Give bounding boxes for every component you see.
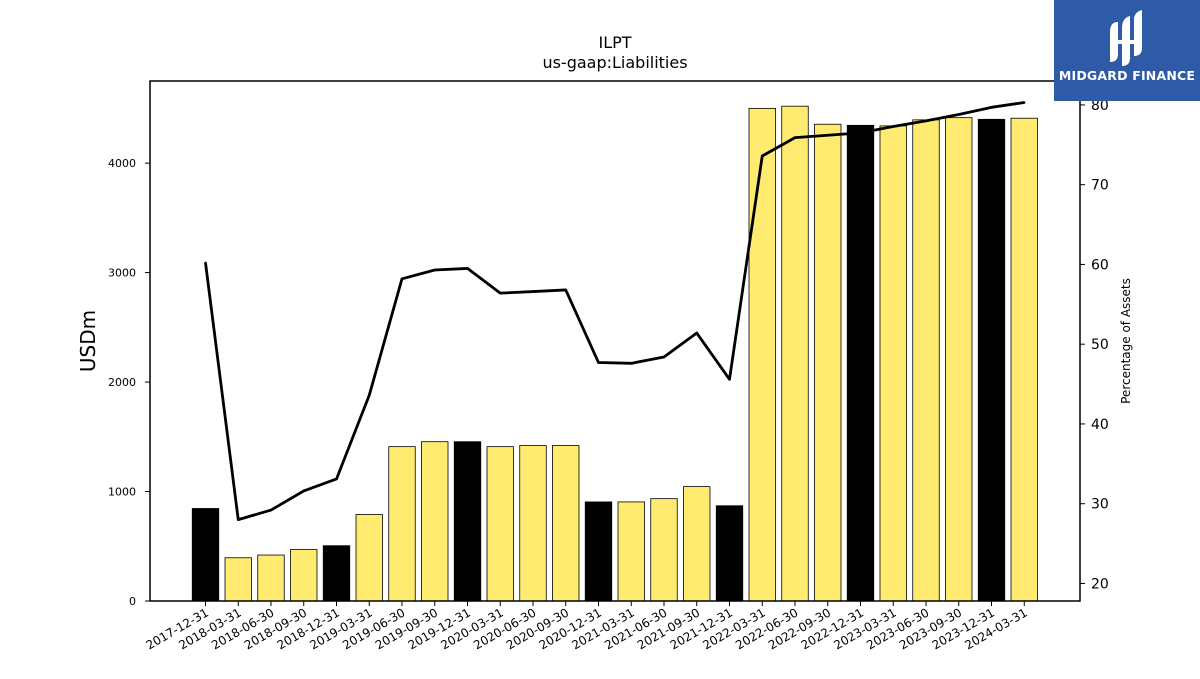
- x-axis-ticks: 2017-12-312018-03-312018-06-302018-09-30…: [144, 601, 1030, 652]
- bar-series: [191, 105, 1038, 602]
- line-point-2022-03-31: [761, 154, 764, 158]
- y2-tick-label: 20: [1091, 576, 1109, 592]
- midgard-finance-logo: MIDGARD FINANCE: [1054, 0, 1200, 101]
- line-point-2023-12-31: [990, 106, 993, 109]
- brand-name: MIDGARD FINANCE: [1058, 68, 1196, 83]
- y-tick-label: 3000: [108, 267, 136, 280]
- right-axis-ticks: 20 30 40 50 60 70 80: [1080, 98, 1109, 592]
- y-axis-label: USDm: [76, 310, 100, 372]
- line-point-2019-03-31: [368, 394, 371, 397]
- line-point-2018-12-31: [335, 477, 338, 481]
- bar-2021-06-30: [650, 498, 678, 602]
- left-axis-ticks: 0 1000 2000 3000 4000: [108, 157, 150, 608]
- bar-2023-06-30: [912, 119, 940, 602]
- y2-tick-label: 80: [1091, 98, 1109, 114]
- y-tick-label: 4000: [108, 157, 136, 170]
- line-point-2020-03-31: [499, 291, 502, 295]
- bar-2020-09-30: [552, 445, 580, 602]
- bar-2022-03-31: [748, 107, 776, 602]
- y-tick-label: 1000: [108, 486, 136, 499]
- line-point-2018-09-30: [302, 489, 305, 493]
- y2-axis-label: Percentage of Assets: [1119, 278, 1133, 404]
- percentage-of-assets-line: [204, 101, 1025, 522]
- bar-2019-12-31: [453, 441, 482, 602]
- bar-2019-09-30: [421, 441, 449, 602]
- midgard-logo-icon: [1110, 10, 1142, 66]
- bar-2018-03-31: [224, 557, 252, 602]
- bar-2023-09-30: [945, 117, 973, 602]
- bar-2021-03-31: [617, 501, 645, 602]
- bar-2021-09-30: [683, 486, 711, 602]
- bar-2022-09-30: [814, 123, 842, 602]
- line-point-2019-12-31: [466, 267, 469, 270]
- line-point-2021-09-30: [695, 331, 698, 335]
- bar-2018-09-30: [290, 549, 318, 602]
- bar-2021-12-31: [715, 505, 744, 602]
- y-tick-label: 2000: [108, 376, 136, 389]
- line-point-2023-06-30: [924, 119, 928, 123]
- line-point-2022-06-30: [793, 136, 797, 139]
- y2-tick-label: 50: [1091, 337, 1109, 353]
- y2-tick-label: 40: [1091, 417, 1109, 433]
- line-point-2021-03-31: [630, 362, 633, 365]
- bar-2024-03-31: [1010, 117, 1038, 602]
- y-tick-label: 0: [129, 595, 136, 608]
- chart-title: ILPT: [598, 33, 631, 52]
- line-point-2021-12-31: [728, 378, 731, 381]
- bar-2019-03-31: [355, 514, 383, 602]
- line-point-2019-06-30: [400, 277, 404, 280]
- line-point-2018-06-30: [269, 508, 273, 512]
- line-point-2024-03-31: [1023, 101, 1026, 104]
- bar-2020-03-31: [486, 446, 514, 602]
- bar-2017-12-31: [191, 508, 220, 602]
- y2-tick-label: 30: [1091, 497, 1109, 513]
- line-point-2022-12-31: [859, 131, 862, 135]
- line-point-2018-03-31: [237, 518, 240, 521]
- bar-2019-06-30: [388, 446, 416, 602]
- bar-2020-12-31: [584, 501, 613, 602]
- plot-frame: [149, 80, 1081, 602]
- line-series: [204, 101, 1026, 522]
- bar-2018-12-31: [322, 545, 351, 602]
- bar-2022-12-31: [846, 124, 875, 602]
- bar-2023-03-31: [879, 125, 907, 602]
- bar-2020-06-30: [519, 445, 547, 602]
- chart-subtitle: us-gaap:Liabilities: [542, 53, 687, 72]
- line-point-2023-03-31: [892, 125, 895, 128]
- line-point-2020-06-30: [531, 290, 535, 293]
- line-point-2022-09-30: [826, 134, 829, 137]
- line-point-2020-12-31: [597, 361, 600, 364]
- bar-2022-06-30: [781, 105, 809, 602]
- line-point-2017-12-31: [204, 261, 207, 265]
- line-point-2020-09-30: [564, 288, 567, 292]
- bar-2018-06-30: [257, 554, 285, 602]
- bar-2023-12-31: [977, 118, 1006, 602]
- line-point-2019-09-30: [433, 268, 436, 272]
- y2-tick-label: 60: [1091, 257, 1109, 273]
- y2-tick-label: 70: [1091, 178, 1109, 194]
- line-point-2021-06-30: [662, 355, 666, 359]
- line-point-2023-09-30: [957, 113, 960, 116]
